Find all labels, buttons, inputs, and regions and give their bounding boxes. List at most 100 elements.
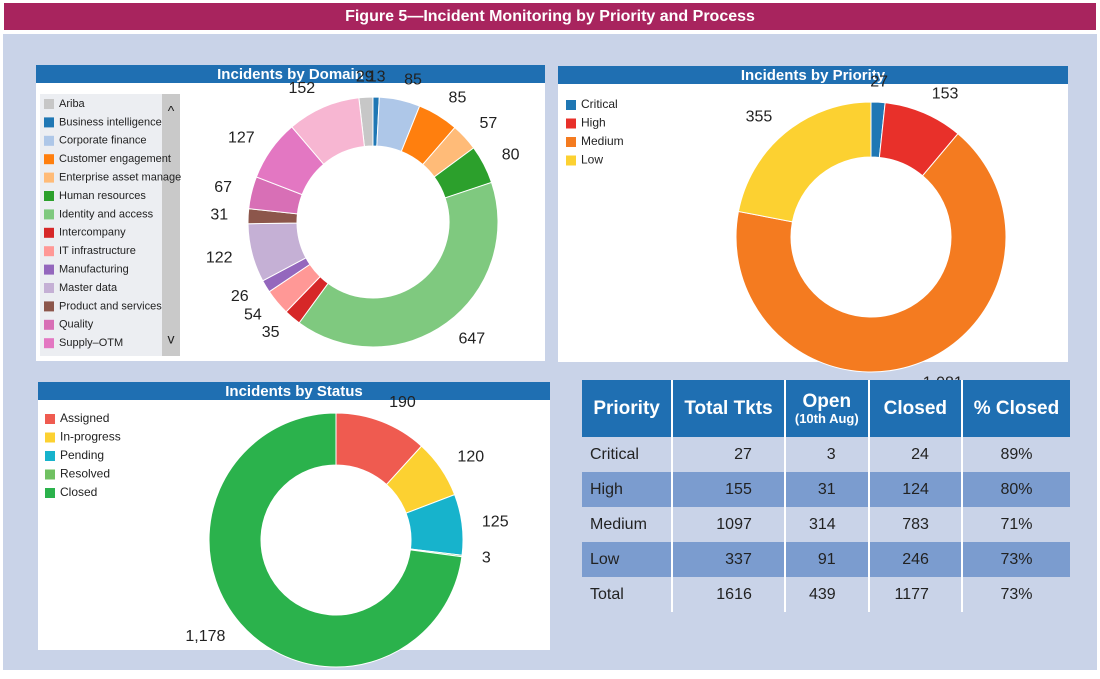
legend-swatch	[44, 99, 54, 109]
panel-header	[36, 65, 545, 83]
table-cell: 1616	[671, 577, 785, 612]
data-label: 355	[746, 109, 773, 126]
data-label: 26	[231, 288, 249, 305]
legend-label: Supply–OTM	[59, 337, 123, 349]
legend-swatch	[44, 191, 54, 201]
legend-label: Pending	[60, 448, 104, 462]
data-label: 85	[449, 89, 467, 106]
header-cell: Priority	[582, 380, 673, 437]
legend-swatch	[44, 154, 54, 165]
data-label: 35	[262, 324, 280, 341]
table-cell: 246	[867, 542, 962, 577]
legend-swatch	[45, 488, 55, 498]
legend-swatch	[44, 319, 54, 330]
legend-swatch	[44, 283, 54, 293]
table-row: Total 1616 439 1177 73%	[582, 577, 1070, 612]
table-row: Low 337 91 246 73%	[582, 542, 1070, 577]
header-text: Open	[802, 390, 852, 412]
table-cell: Low	[582, 542, 673, 577]
legend-swatch	[44, 117, 54, 128]
legend-label: IT infrastructure	[59, 245, 136, 257]
donut-slice	[208, 412, 463, 668]
legend-swatch	[44, 172, 54, 183]
table-cell: 3	[783, 437, 869, 472]
legend-swatch	[44, 338, 54, 349]
data-label: 29	[356, 68, 374, 85]
header-cell: Open (10th Aug)	[783, 380, 869, 437]
legend-label: Critical	[581, 97, 618, 111]
legend-swatch	[44, 209, 54, 220]
data-label: 127	[228, 129, 255, 146]
table-row: High 155 31 124 80%	[582, 472, 1070, 507]
panel-title: Incidents by Priority	[741, 67, 886, 84]
table-cell: 337	[671, 542, 785, 577]
legend-label: Customer engagement	[59, 153, 171, 165]
table-cell: 124	[867, 472, 962, 507]
scroll-up[interactable]: ^	[168, 103, 175, 119]
legend-label: Assigned	[60, 411, 109, 425]
legend-swatch	[566, 118, 576, 129]
data-label: 125	[482, 513, 509, 530]
legend-label: Business intelligence	[59, 116, 162, 128]
table-cell: 71%	[960, 507, 1070, 542]
legend-swatch	[566, 137, 576, 147]
donut-slice	[737, 101, 872, 223]
legend-swatch	[45, 469, 55, 480]
legend-label: Corporate finance	[59, 135, 146, 147]
table-cell: Medium	[590, 515, 647, 533]
legend-swatch	[566, 155, 576, 166]
legend-swatch	[44, 246, 54, 257]
donut-slice	[298, 181, 499, 348]
legend-swatch	[44, 227, 54, 238]
legend-label: Enterprise asset manage	[59, 172, 181, 184]
legend-box	[40, 94, 180, 356]
scrollbar	[162, 94, 180, 356]
legend-label: Human resources	[59, 190, 146, 202]
table-cell: 314	[783, 507, 869, 542]
legend-label: Master data	[59, 282, 118, 294]
table-cell: 439	[783, 577, 869, 612]
legend-label: High	[581, 116, 606, 130]
panel-title: Incidents by Status	[225, 383, 363, 400]
legend-label: Quality	[59, 319, 94, 331]
legend-label: Ariba	[59, 98, 86, 110]
table-cell: 1097	[671, 507, 785, 542]
table-cell: 24	[867, 437, 962, 472]
table-cell: 73%	[960, 542, 1070, 577]
header-cell: Total Tkts	[671, 380, 785, 437]
panel-header	[38, 382, 550, 400]
legend-label: Intercompany	[59, 227, 126, 239]
data-label: 647	[458, 330, 485, 347]
header-cell: % Closed	[960, 380, 1070, 437]
legend-swatch	[45, 451, 55, 461]
legend-swatch	[566, 100, 576, 110]
table-cell: 783	[867, 507, 962, 542]
scroll-down[interactable]: v	[168, 331, 175, 347]
legend-label: Identity and access	[59, 208, 154, 220]
data-label: 80	[502, 146, 520, 163]
panel-title: Incidents by Domain	[217, 66, 364, 83]
legend-swatch	[45, 432, 55, 443]
data-label: 1,178	[185, 628, 225, 645]
legend-swatch	[44, 301, 54, 312]
legend-label: Product and services	[59, 300, 162, 312]
data-label: 120	[457, 448, 484, 465]
table-cell: High	[582, 472, 673, 507]
legend-label: In-progress	[60, 430, 121, 444]
figure-title: Figure 5—Incident Monitoring by Priority…	[345, 8, 755, 25]
table-row: Medium 1097 314 783 71%	[582, 507, 1070, 542]
table-cell: 89%	[960, 437, 1070, 472]
data-label: 54	[244, 306, 262, 323]
data-label: 152	[288, 80, 315, 97]
table-cell: Critical	[590, 445, 639, 463]
legend-label: Manufacturing	[59, 264, 129, 276]
data-label: 31	[210, 206, 228, 223]
data-label: 122	[206, 249, 233, 266]
table-cell: Total	[590, 585, 624, 603]
panel-header	[558, 66, 1068, 84]
data-label: 13	[368, 68, 386, 85]
table-cell: 1177	[867, 577, 962, 612]
legend-swatch	[45, 414, 55, 424]
